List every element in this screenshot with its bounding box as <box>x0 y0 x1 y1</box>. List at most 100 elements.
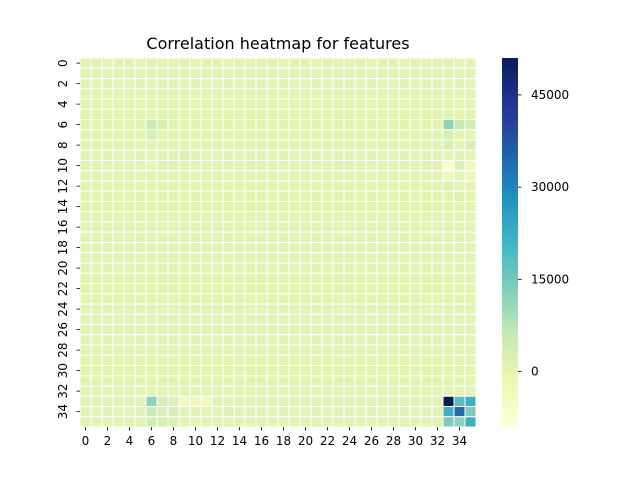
heatmap-cell <box>310 252 323 264</box>
heatmap-cell <box>277 160 290 172</box>
heatmap-cell <box>376 139 389 151</box>
y-tick-label: 28 <box>56 342 70 357</box>
heatmap-cell <box>167 190 180 202</box>
heatmap-cell <box>156 385 169 397</box>
heatmap-cell <box>145 252 158 264</box>
heatmap-cell <box>189 67 202 79</box>
heatmap-cell <box>123 365 136 377</box>
heatmap-cell <box>442 416 455 428</box>
heatmap-cell <box>266 119 279 131</box>
heatmap-cell <box>244 354 257 366</box>
heatmap-cell <box>365 262 378 274</box>
heatmap-cell <box>354 98 367 110</box>
heatmap-cell <box>431 78 444 90</box>
heatmap-cell <box>310 395 323 407</box>
heatmap-cell <box>365 170 378 182</box>
heatmap-cell <box>420 57 433 69</box>
heatmap-cell <box>453 98 466 110</box>
heatmap-cell <box>321 406 334 418</box>
heatmap-cell <box>453 119 466 131</box>
heatmap-cell <box>167 272 180 284</box>
heatmap-cell <box>123 170 136 182</box>
heatmap-cell <box>310 324 323 336</box>
y-tick-label: 34 <box>56 404 70 419</box>
heatmap-cell <box>453 385 466 397</box>
heatmap-cell <box>277 324 290 336</box>
heatmap-cell <box>365 231 378 243</box>
heatmap-cell <box>310 375 323 387</box>
heatmap-cell <box>409 303 422 315</box>
heatmap-cell <box>277 67 290 79</box>
heatmap-cell <box>442 67 455 79</box>
heatmap-cell <box>255 365 268 377</box>
heatmap-cell <box>321 262 334 274</box>
heatmap-cell <box>233 149 246 161</box>
heatmap-cell <box>112 129 125 141</box>
heatmap-cell <box>321 324 334 336</box>
heatmap-cell <box>178 262 191 274</box>
x-tick-label: 28 <box>386 434 401 448</box>
heatmap-cell <box>464 139 477 151</box>
heatmap-cell <box>167 344 180 356</box>
heatmap-cell <box>189 416 202 428</box>
heatmap-cell <box>453 242 466 254</box>
heatmap-cell <box>321 395 334 407</box>
heatmap-cell <box>156 78 169 90</box>
heatmap-cell <box>299 88 312 100</box>
heatmap-cell <box>255 78 268 90</box>
heatmap-cell <box>167 334 180 346</box>
heatmap-cell <box>277 190 290 202</box>
heatmap-cell <box>123 57 136 69</box>
heatmap-cell <box>343 231 356 243</box>
heatmap-cell <box>343 272 356 284</box>
heatmap-cell <box>233 293 246 305</box>
heatmap-cell <box>453 139 466 151</box>
heatmap-cell <box>376 88 389 100</box>
heatmap-cell <box>387 385 400 397</box>
heatmap-cell <box>387 88 400 100</box>
heatmap-cell <box>211 129 224 141</box>
heatmap-cell <box>200 242 213 254</box>
heatmap-cell <box>464 262 477 274</box>
heatmap-cell <box>420 180 433 192</box>
heatmap-cell <box>431 190 444 202</box>
heatmap-cell <box>156 293 169 305</box>
heatmap-cell <box>211 88 224 100</box>
heatmap-cell <box>431 57 444 69</box>
heatmap-cell <box>167 303 180 315</box>
heatmap-cell <box>222 324 235 336</box>
heatmap-cell <box>134 190 147 202</box>
heatmap-cell <box>442 129 455 141</box>
heatmap-cell <box>266 344 279 356</box>
heatmap-cell <box>420 385 433 397</box>
heatmap-cell <box>200 170 213 182</box>
heatmap-cell <box>156 57 169 69</box>
heatmap-cell <box>79 170 92 182</box>
heatmap-cell <box>398 344 411 356</box>
heatmap-cell <box>145 395 158 407</box>
heatmap-cell <box>244 313 257 325</box>
heatmap-cell <box>332 160 345 172</box>
heatmap-cell <box>420 324 433 336</box>
heatmap-cell <box>255 201 268 213</box>
heatmap-cell <box>123 334 136 346</box>
heatmap-cell <box>79 88 92 100</box>
heatmap-cell <box>134 221 147 233</box>
heatmap-cell <box>189 57 202 69</box>
heatmap-cell <box>387 221 400 233</box>
heatmap-cell <box>112 354 125 366</box>
x-tick-label: 34 <box>452 434 467 448</box>
heatmap-cell <box>123 324 136 336</box>
heatmap-cell <box>431 406 444 418</box>
heatmap-cell <box>101 129 114 141</box>
x-axis: 0 2 4 6 8 10 12 14 16 18 20 22 24 26 28 30 32 34 <box>82 427 467 448</box>
heatmap-cell <box>453 252 466 264</box>
heatmap-cell <box>321 303 334 315</box>
heatmap-cell <box>332 283 345 295</box>
heatmap-cell <box>222 67 235 79</box>
heatmap-cell <box>90 201 103 213</box>
heatmap-cell <box>134 324 147 336</box>
heatmap-cell <box>431 170 444 182</box>
heatmap-cell <box>233 406 246 418</box>
heatmap-cell <box>409 324 422 336</box>
